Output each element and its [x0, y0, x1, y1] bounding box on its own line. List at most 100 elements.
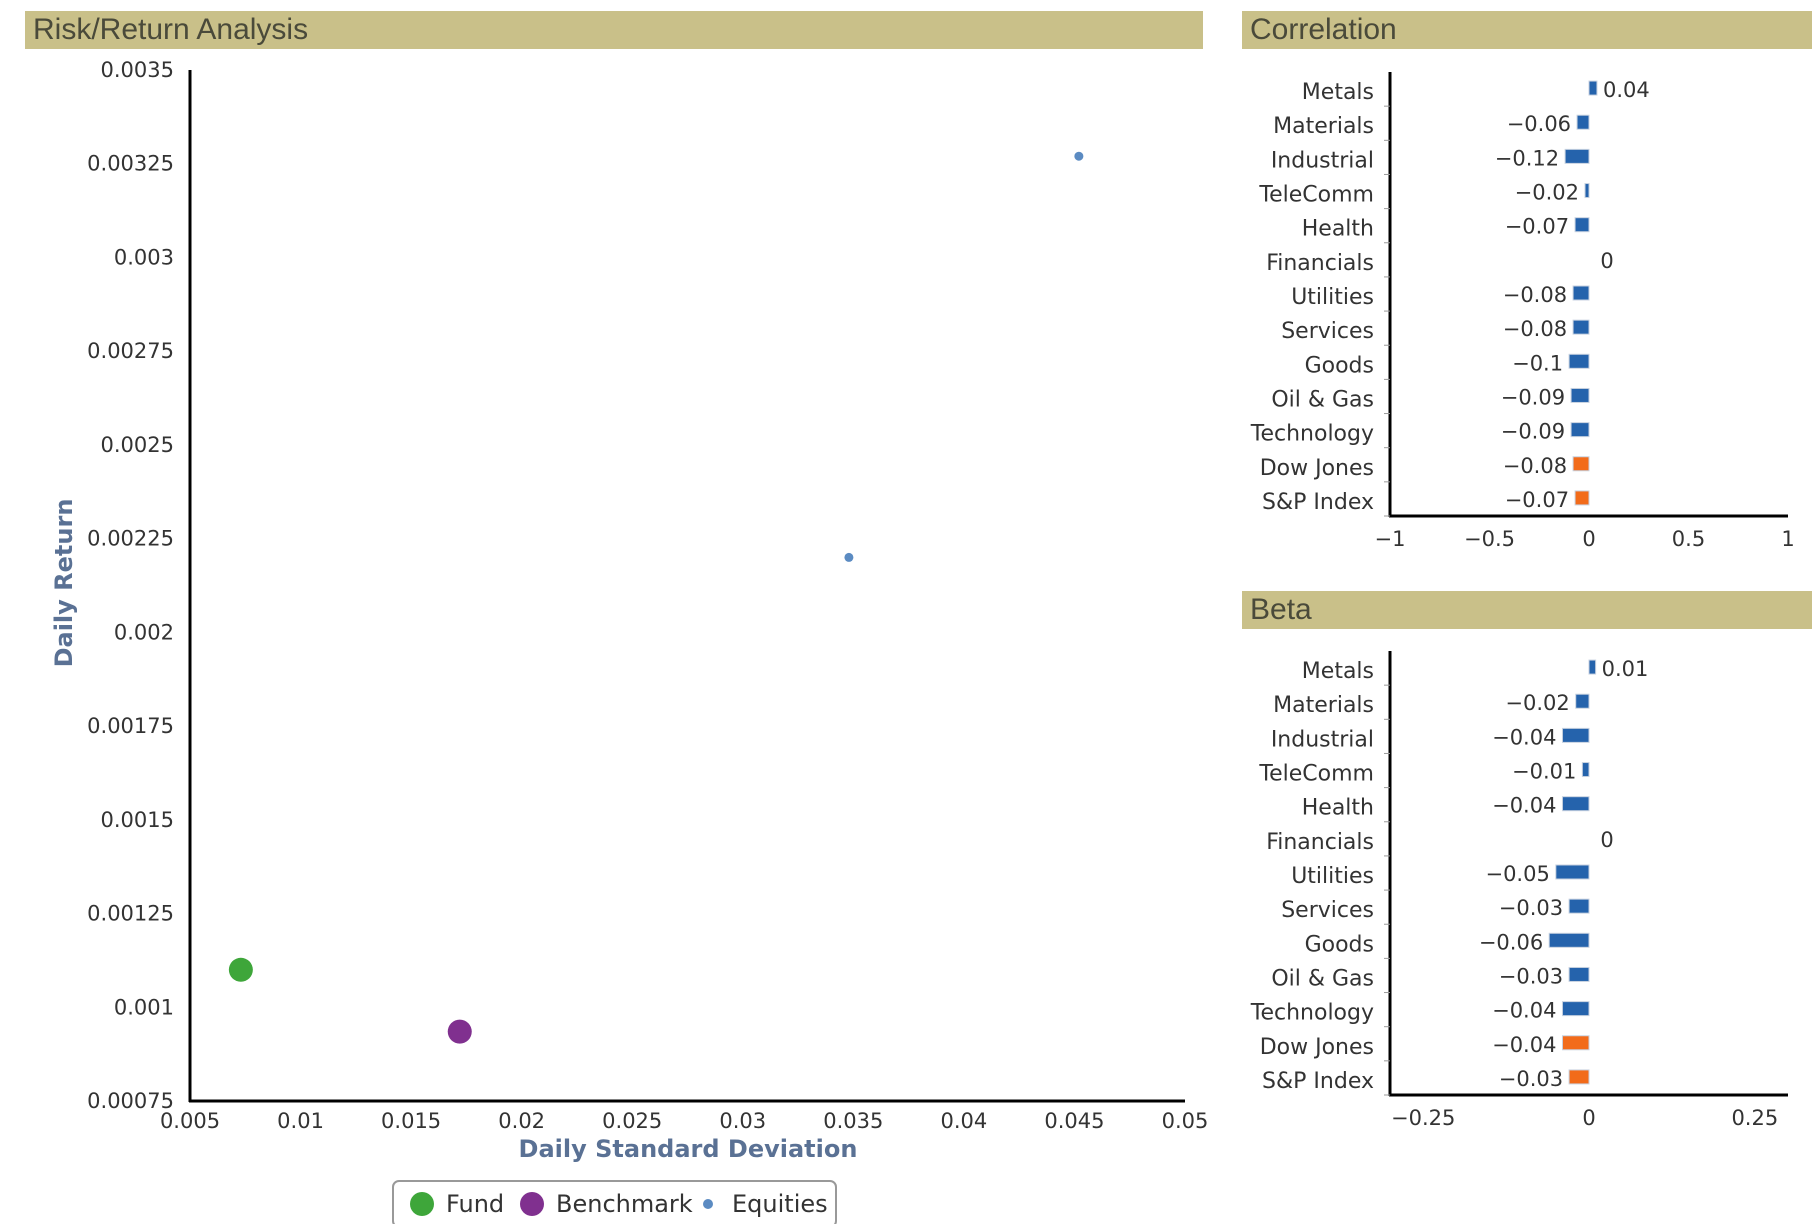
- bar-value-label: 0: [1600, 249, 1613, 273]
- category-label: Services: [1281, 898, 1374, 923]
- bar-telecomm[interactable]: [1581, 762, 1590, 778]
- category-label: Materials: [1273, 114, 1374, 139]
- scatter-x-tick-label: 0.03: [719, 1109, 766, 1133]
- bar-value-label: −0.02: [1505, 691, 1569, 715]
- bar-x-tick-label: −0.25: [1391, 1106, 1455, 1130]
- scatter-axes: [188, 70, 1185, 1103]
- bar-value-label: −0.12: [1495, 146, 1559, 170]
- scatter-y-tick-label: 0.00175: [87, 714, 174, 738]
- category-label: Dow Jones: [1260, 456, 1374, 481]
- scatter-y-tick-label: 0.00325: [87, 152, 174, 176]
- scatter-point-equities[interactable]: [1074, 151, 1084, 161]
- scatter-y-tick-label: 0.001: [114, 995, 174, 1019]
- correlation-title: Correlation: [1250, 13, 1397, 46]
- scatter-x-tick-label: 0.015: [381, 1109, 441, 1133]
- bar-materials[interactable]: [1575, 693, 1590, 709]
- bar-value-label: −0.02: [1515, 181, 1579, 205]
- bar-value-label: −0.08: [1503, 317, 1567, 341]
- category-label: Technology: [1250, 1001, 1374, 1026]
- category-label: Dow Jones: [1260, 1035, 1374, 1060]
- scatter-y-tick-label: 0.00075: [87, 1089, 174, 1113]
- bar-metals[interactable]: [1588, 80, 1598, 96]
- bar-value-label: −0.06: [1479, 930, 1543, 954]
- bar-x-tick-label: 1: [1781, 527, 1794, 551]
- correlation-header: Correlation: [1242, 11, 1812, 49]
- legend-label-fund[interactable]: Fund: [446, 1190, 504, 1218]
- scatter-y-axis-title: Daily Return: [50, 499, 78, 668]
- scatter-y-tick-label: 0.0035: [101, 58, 174, 82]
- scatter-y-tick-label: 0.00125: [87, 902, 174, 926]
- bar-services[interactable]: [1568, 898, 1590, 914]
- category-label: Financials: [1266, 251, 1374, 276]
- bar-industrial[interactable]: [1561, 727, 1590, 743]
- category-label: Utilities: [1291, 285, 1374, 310]
- category-label: Metals: [1302, 659, 1374, 684]
- category-label: Oil & Gas: [1271, 387, 1374, 412]
- bar-value-label: −0.01: [1512, 760, 1576, 784]
- bar-technology[interactable]: [1570, 422, 1590, 438]
- scatter-point-equities[interactable]: [844, 552, 854, 562]
- bar-technology[interactable]: [1561, 1001, 1590, 1017]
- scatter-x-tick-label: 0.045: [1044, 1109, 1104, 1133]
- category-label: S&P Index: [1262, 1069, 1374, 1094]
- bar-x-tick-label: 0: [1582, 1106, 1595, 1130]
- legend-box: [392, 1180, 837, 1224]
- bar-s-p-index[interactable]: [1568, 1069, 1590, 1085]
- legend-label-benchmark[interactable]: Benchmark: [556, 1190, 693, 1218]
- scatter-legend: Fund Benchmark Equities: [392, 1180, 837, 1224]
- bar-metals[interactable]: [1588, 659, 1597, 675]
- bar-health[interactable]: [1561, 796, 1590, 812]
- bar-utilities[interactable]: [1555, 864, 1590, 880]
- category-label: Financials: [1266, 830, 1374, 855]
- bar-value-label: −0.06: [1507, 112, 1571, 136]
- bar-value-label: −0.07: [1505, 488, 1569, 512]
- scatter-x-tick-label: 0.05: [1162, 1109, 1209, 1133]
- bar-value-label: 0: [1600, 828, 1613, 852]
- bar-value-label: −0.04: [1492, 1033, 1556, 1057]
- scatter-x-axis-title: Daily Standard Deviation: [519, 1135, 858, 1163]
- beta-header: Beta: [1242, 591, 1812, 629]
- bar-utilities[interactable]: [1572, 285, 1590, 301]
- bar-dow-jones[interactable]: [1561, 1035, 1590, 1051]
- category-label: Goods: [1305, 932, 1374, 957]
- bar-x-tick-label: 0: [1582, 527, 1595, 551]
- bar-value-label: −0.09: [1501, 420, 1565, 444]
- bar-value-label: −0.09: [1501, 385, 1565, 409]
- legend-marker-benchmark: [520, 1192, 544, 1216]
- bar-telecomm[interactable]: [1584, 183, 1590, 199]
- bar-oil-gas[interactable]: [1568, 966, 1590, 982]
- bar-oil-gas[interactable]: [1570, 387, 1590, 403]
- bar-materials[interactable]: [1576, 114, 1590, 130]
- bar-value-label: 0.04: [1603, 78, 1650, 102]
- scatter-y-tick-label: 0.002: [114, 620, 174, 644]
- bar-s-p-index[interactable]: [1574, 490, 1590, 506]
- scatter-x-tick-label: 0.005: [160, 1109, 220, 1133]
- bar-services[interactable]: [1572, 319, 1590, 335]
- bar-x-tick-label: 0.5: [1672, 527, 1705, 551]
- bar-value-label: 0.01: [1602, 657, 1649, 681]
- beta-title: Beta: [1250, 593, 1312, 626]
- scatter-points: [228, 151, 1084, 1044]
- scatter-y-tick-labels: 0.00075 0.001 0.00125 0.0015 0.00175 0.002 0.0…: [87, 58, 174, 1113]
- scatter-y-tick-label: 0.0025: [101, 433, 174, 457]
- legend-marker-fund: [410, 1192, 434, 1216]
- legend-label-equities[interactable]: Equities: [732, 1190, 828, 1218]
- bar-goods[interactable]: [1548, 932, 1590, 948]
- scatter-y-tick-label: 0.0015: [101, 808, 174, 832]
- bar-industrial[interactable]: [1564, 148, 1590, 164]
- scatter-point-benchmark[interactable]: [447, 1019, 472, 1044]
- scatter-point-fund[interactable]: [228, 957, 253, 982]
- bar-health[interactable]: [1574, 217, 1590, 233]
- bar-goods[interactable]: [1568, 353, 1590, 369]
- bar-value-label: −0.03: [1499, 1067, 1563, 1091]
- bar-x-tick-label: −1: [1375, 527, 1406, 551]
- scatter-x-tick-label: 0.04: [941, 1109, 988, 1133]
- category-label: Services: [1281, 319, 1374, 344]
- bar-value-label: −0.07: [1505, 215, 1569, 239]
- bar-dow-jones[interactable]: [1572, 456, 1590, 472]
- bar-value-label: −0.08: [1503, 454, 1567, 478]
- category-label: Industrial: [1271, 148, 1374, 173]
